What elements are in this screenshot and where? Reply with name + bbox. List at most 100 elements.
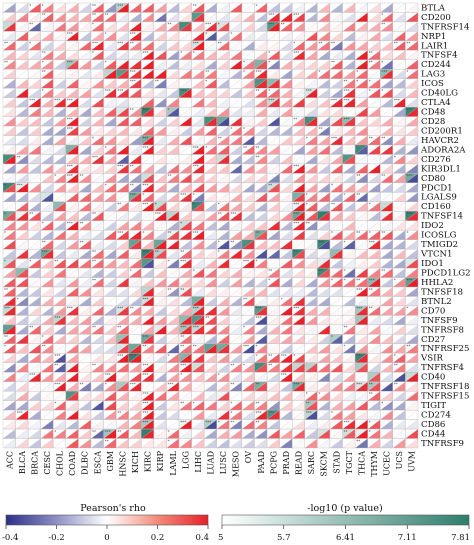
cell-diagonal: [355, 21, 368, 32]
significance-mark: **: [92, 3, 96, 8]
cell-diagonal: [254, 163, 268, 174]
heatmap-cell: [15, 163, 29, 174]
heatmap-cell: [141, 163, 155, 174]
heatmap-cell: [329, 21, 343, 32]
cell-diagonal: [367, 97, 381, 108]
heatmap-cell: [254, 220, 268, 231]
heatmap-cell: [40, 182, 54, 193]
cell-diagonal: [254, 144, 268, 155]
cell-diagonal: [267, 40, 280, 51]
significance-mark: *: [105, 183, 107, 188]
cell-diagonal: [153, 59, 167, 70]
heatmap-cell: [216, 267, 230, 278]
cell-diagonal: [241, 211, 255, 221]
heatmap-cell: [392, 125, 406, 136]
cell-diagonal: [279, 2, 293, 13]
significance-mark: ***: [67, 174, 73, 179]
cell-diagonal: [78, 50, 92, 60]
heatmap-cell: [367, 258, 381, 269]
heatmap-cell: [78, 192, 92, 203]
cell-diagonal: [292, 21, 305, 32]
heatmap-cell: [15, 258, 29, 269]
heatmap-cell: [229, 88, 243, 98]
significance-mark: **: [79, 240, 83, 245]
cell-diagonal: [405, 144, 419, 155]
heatmap-cell: [329, 50, 343, 60]
cell-diagonal: [355, 78, 368, 89]
cell-diagonal: [392, 173, 406, 184]
heatmap-cell: [380, 31, 394, 42]
cell-diagonal: [304, 69, 318, 79]
heatmap-cell: [53, 182, 67, 193]
heatmap-cell: [116, 125, 129, 136]
heatmap-cell: [304, 144, 318, 155]
significance-mark: ***: [155, 212, 161, 217]
heatmap-cell: **: [40, 50, 54, 60]
heatmap-cell: [65, 135, 79, 146]
heatmap-cell: [304, 248, 318, 259]
heatmap-cell: [204, 201, 217, 212]
cell-diagonal: [216, 78, 230, 89]
cell-diagonal: [392, 182, 406, 193]
heatmap-cell: [354, 97, 368, 108]
heatmap-cell: [204, 12, 217, 23]
heatmap-cell: [141, 40, 155, 51]
heatmap-cell: [354, 220, 368, 231]
cell-diagonal: [216, 88, 230, 98]
heatmap-cell: [304, 2, 318, 13]
cell-diagonal: [40, 211, 54, 221]
heatmap-cell: ***: [342, 97, 356, 108]
heatmap-cell: [279, 78, 293, 89]
significance-mark: *: [180, 51, 182, 56]
cell-diagonal: [216, 201, 230, 212]
cell-diagonal: [53, 116, 66, 127]
cell-diagonal: [317, 135, 331, 146]
heatmap-cell: [53, 78, 67, 89]
heatmap-cell: [15, 97, 29, 108]
cell-diagonal: [40, 163, 54, 174]
cell-diagonal: [103, 50, 117, 60]
cell-diagonal: [216, 107, 230, 117]
cell-diagonal: [392, 2, 406, 13]
cell-diagonal: [241, 173, 255, 184]
heatmap-cell: [329, 12, 343, 23]
cell-diagonal: [304, 135, 318, 146]
heatmap-cell: [241, 31, 255, 42]
heatmap-cell: ***: [141, 201, 155, 212]
heatmap-cell: [304, 125, 318, 136]
significance-mark: ***: [54, 98, 60, 103]
cell-diagonal: [103, 97, 117, 108]
heatmap-cell: [153, 239, 167, 250]
cell-diagonal: [392, 125, 406, 136]
heatmap-cell: [329, 248, 343, 259]
heatmap-cell: [103, 258, 117, 269]
heatmap-cell: ***: [65, 116, 79, 127]
heatmap-cell: [367, 106, 381, 117]
cell-diagonal: [367, 116, 381, 127]
heatmap-cell: [103, 2, 117, 13]
heatmap-cell: [329, 192, 343, 203]
heatmap-cell: [241, 211, 255, 221]
cell-diagonal: [254, 2, 268, 13]
cell-diagonal: [153, 107, 167, 117]
heatmap-cell: [380, 40, 394, 51]
significance-mark: *: [105, 32, 107, 37]
heatmap-cell: [292, 31, 305, 42]
heatmap-cell: **: [40, 12, 54, 23]
cell-diagonal: [216, 116, 230, 127]
cell-diagonal: [405, 50, 419, 60]
heatmap-cell: [354, 21, 368, 32]
cell-diagonal: [15, 116, 29, 127]
heatmap-cell: [141, 21, 155, 32]
cell-diagonal: [329, 211, 343, 221]
cell-diagonal: [141, 154, 154, 165]
cell-diagonal: [178, 211, 192, 221]
heatmap-cell: [292, 135, 305, 146]
cell-diagonal: [116, 201, 129, 212]
heatmap-cell: [153, 135, 167, 146]
heatmap-cell: [27, 173, 41, 184]
heatmap-cell: **: [128, 40, 142, 51]
cell-diagonal: [153, 12, 167, 23]
heatmap-cell: [304, 267, 318, 278]
cell-diagonal: [204, 173, 217, 184]
